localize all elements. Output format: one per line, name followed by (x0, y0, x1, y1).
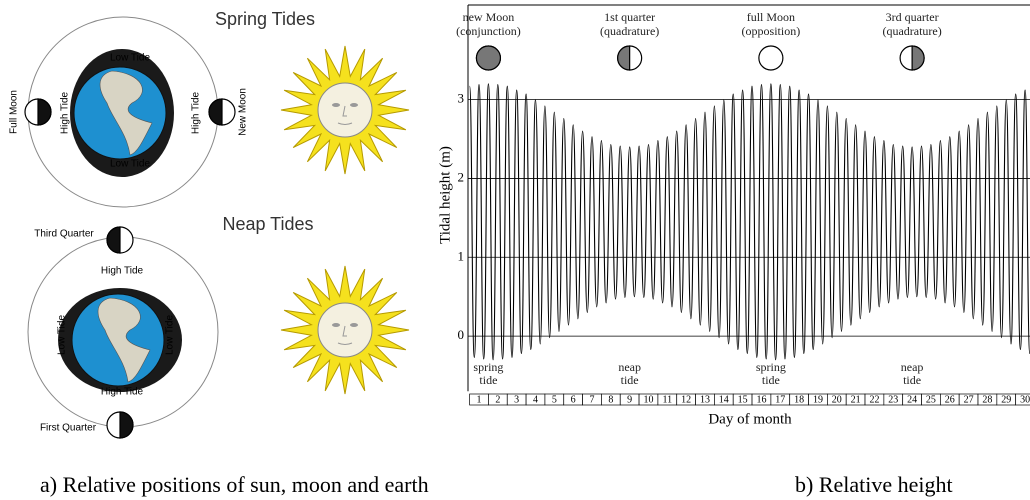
x-tick-label: 1 (477, 394, 482, 405)
tide-annotation: tide (621, 373, 639, 387)
sun-eye (350, 323, 358, 327)
x-tick-label: 27 (964, 394, 974, 405)
x-tick-label: 29 (1001, 394, 1011, 405)
moon-shadow (120, 412, 133, 438)
x-tick-label: 25 (926, 394, 936, 405)
page: Spring Tides Neap Tides a) Relative posi… (0, 0, 1030, 500)
moon-shadow (38, 99, 51, 125)
sun-face (318, 83, 372, 137)
moon-label: New Moon (238, 88, 249, 136)
y-tick-label: 2 (458, 169, 465, 184)
tide-annotation: spring (756, 360, 786, 374)
x-tick-label: 21 (851, 394, 861, 405)
phase-label: 1st quarter (604, 10, 655, 24)
sun-face (318, 303, 372, 357)
tide-annotation: neap (901, 360, 924, 374)
tide-annotation: tide (903, 373, 921, 387)
x-tick-label: 5 (552, 394, 557, 405)
tide-annotation: neap (618, 360, 641, 374)
x-tick-label: 8 (608, 394, 613, 405)
x-tick-label: 28 (982, 394, 992, 405)
x-tick-label: 23 (888, 394, 898, 405)
x-tick-label: 26 (945, 394, 955, 405)
x-tick-label: 9 (627, 394, 632, 405)
y-tick-label: 1 (458, 248, 465, 263)
sun-eye (332, 103, 340, 107)
moon-shadow (618, 46, 630, 70)
x-tick-label: 3 (514, 394, 519, 405)
x-tick-label: 6 (571, 394, 576, 405)
phase-label: 3rd quarter (886, 10, 939, 24)
tide-label: Low Tide (57, 315, 68, 355)
tide-label: Low Tide (165, 315, 176, 355)
tide-label: High Tide (191, 91, 202, 134)
phase-label: (quadrature) (882, 24, 941, 38)
phase-label: (conjunction) (456, 24, 521, 38)
y-tick-label: 0 (458, 327, 465, 342)
tide-label: High Tide (60, 91, 71, 134)
phase-label: (quadrature) (600, 24, 659, 38)
tide-annotation: spring (473, 360, 503, 374)
x-tick-label: 18 (794, 394, 804, 405)
tide-label: Low Tide (110, 159, 150, 170)
phase-label: (opposition) (742, 24, 801, 38)
y-axis-label: Tidal height (m) (437, 146, 453, 244)
sun-eye (350, 103, 358, 107)
x-tick-label: 22 (869, 394, 879, 405)
x-tick-label: 24 (907, 394, 917, 405)
tide-label: High Tide (101, 266, 144, 277)
moon-label: First Quarter (40, 423, 97, 434)
x-tick-label: 10 (643, 394, 653, 405)
x-tick-label: 19 (813, 394, 823, 405)
moon-label: Third Quarter (34, 229, 94, 240)
moon-label: Full Moon (9, 90, 20, 134)
x-tick-label: 7 (589, 394, 594, 405)
sun-eye (332, 323, 340, 327)
x-tick-label: 4 (533, 394, 538, 405)
neap-title: Neap Tides (222, 214, 313, 234)
phase-label: full Moon (747, 10, 795, 24)
moon-shadow (476, 46, 500, 70)
tide-line (470, 84, 1030, 360)
x-tick-label: 14 (719, 394, 729, 405)
phase-label: new Moon (463, 10, 515, 24)
tide-label: Low Tide (110, 53, 150, 64)
x-tick-label: 12 (681, 394, 691, 405)
tide-annotation: tide (762, 373, 780, 387)
tide-label: High Tide (101, 387, 144, 398)
figure: Spring Tides Neap Tides a) Relative posi… (0, 0, 1030, 500)
x-tick-label: 15 (738, 394, 748, 405)
x-tick-label: 16 (756, 394, 766, 405)
x-tick-label: 13 (700, 394, 710, 405)
moon-shadow (107, 227, 120, 253)
x-tick-label: 20 (832, 394, 842, 405)
caption: a) Relative positions of sun, moon and e… (40, 472, 429, 497)
x-tick-label: 11 (662, 394, 672, 405)
x-tick-label: 30 (1020, 394, 1030, 405)
moon-shadow (912, 46, 924, 70)
spring-title: Spring Tides (215, 9, 315, 29)
y-tick-label: 3 (458, 91, 465, 106)
tide-annotation: tide (479, 373, 497, 387)
caption: b) Relative height (795, 472, 953, 497)
moon-shadow (209, 99, 222, 125)
x-tick-label: 2 (495, 394, 500, 405)
x-tick-label: 17 (775, 394, 785, 405)
x-axis-label: Day of month (708, 411, 792, 427)
moon (759, 46, 783, 70)
